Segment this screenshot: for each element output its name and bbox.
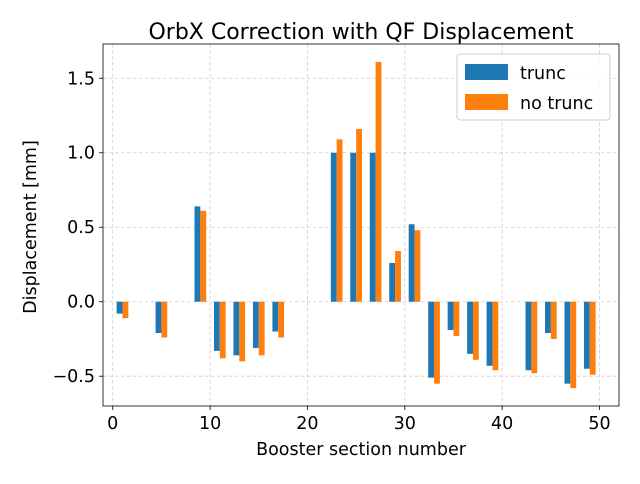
bar-no-trunc	[161, 301, 168, 338]
bar-trunc	[194, 206, 201, 302]
bar-trunc	[467, 301, 473, 354]
y-tick-label: 0.0	[67, 293, 95, 313]
x-tick-label: 30	[394, 414, 416, 434]
x-tick-label: 40	[491, 414, 513, 434]
bar-trunc	[564, 301, 571, 384]
legend-swatch-trunc	[465, 64, 508, 80]
bar-trunc	[155, 301, 162, 334]
legend-label-trunc: trunc	[520, 64, 566, 84]
bar-trunc	[408, 224, 415, 302]
y-axis-label: Displacement [mm]	[21, 140, 41, 314]
bar-trunc	[252, 301, 259, 348]
bar-no-trunc	[531, 301, 538, 374]
bar-no-trunc	[492, 301, 499, 371]
bar-trunc	[545, 301, 551, 334]
bar-no-trunc	[239, 301, 246, 362]
plot-area-frame	[102, 43, 620, 407]
bar-trunc	[486, 301, 493, 366]
bar-trunc	[369, 152, 376, 302]
y-tick-label: 1.5	[67, 69, 95, 89]
bar-no-trunc	[258, 301, 265, 356]
legend-swatch-no-trunc	[465, 94, 508, 110]
bar-no-trunc	[219, 301, 226, 359]
bar-no-trunc	[550, 301, 557, 339]
bar-no-trunc	[122, 301, 129, 319]
x-tick-label: 50	[588, 414, 610, 434]
x-tick-label: 20	[296, 414, 318, 434]
bar-trunc	[330, 152, 337, 302]
bar-no-trunc	[472, 301, 479, 360]
bar-no-trunc	[570, 301, 577, 389]
bar-no-trunc	[453, 301, 460, 336]
bar-no-trunc	[356, 128, 362, 302]
y-tick-label: 1.0	[67, 144, 95, 164]
bar-no-trunc	[395, 251, 401, 302]
x-tick-label: 10	[199, 414, 221, 434]
x-axis-label: Booster section number	[256, 440, 467, 460]
bar-no-trunc	[200, 210, 207, 302]
bar-trunc	[389, 262, 396, 302]
bar-trunc	[116, 301, 123, 314]
chart-legend: trunc no trunc	[456, 53, 611, 121]
bar-trunc	[428, 301, 435, 378]
legend-label-no-trunc: no trunc	[520, 94, 593, 114]
bar-no-trunc	[278, 301, 285, 338]
bar-no-trunc	[336, 139, 343, 302]
bar-trunc	[233, 301, 240, 356]
bar-trunc	[583, 301, 590, 369]
x-tick-label: 0	[107, 414, 118, 434]
chart-title: OrbX Correction with QF Displacement	[148, 20, 573, 45]
x-axis-ticks: 0 10 20 30 40 50	[107, 406, 611, 434]
bar-trunc	[447, 301, 454, 331]
bar-marks	[116, 61, 596, 389]
bar-trunc	[525, 301, 532, 371]
bar-trunc	[350, 152, 357, 302]
bar-no-trunc	[414, 230, 421, 302]
y-tick-label: 0.5	[67, 218, 95, 238]
y-tick-label: −0.5	[53, 367, 96, 387]
y-axis-ticks: −0.5 0.0 0.5 1.0 1.5	[53, 69, 103, 387]
bar-trunc	[272, 301, 279, 332]
bar-no-trunc	[589, 301, 596, 375]
bar-trunc	[213, 301, 220, 351]
bar-no-trunc	[434, 301, 440, 384]
bar-no-trunc	[375, 61, 382, 302]
